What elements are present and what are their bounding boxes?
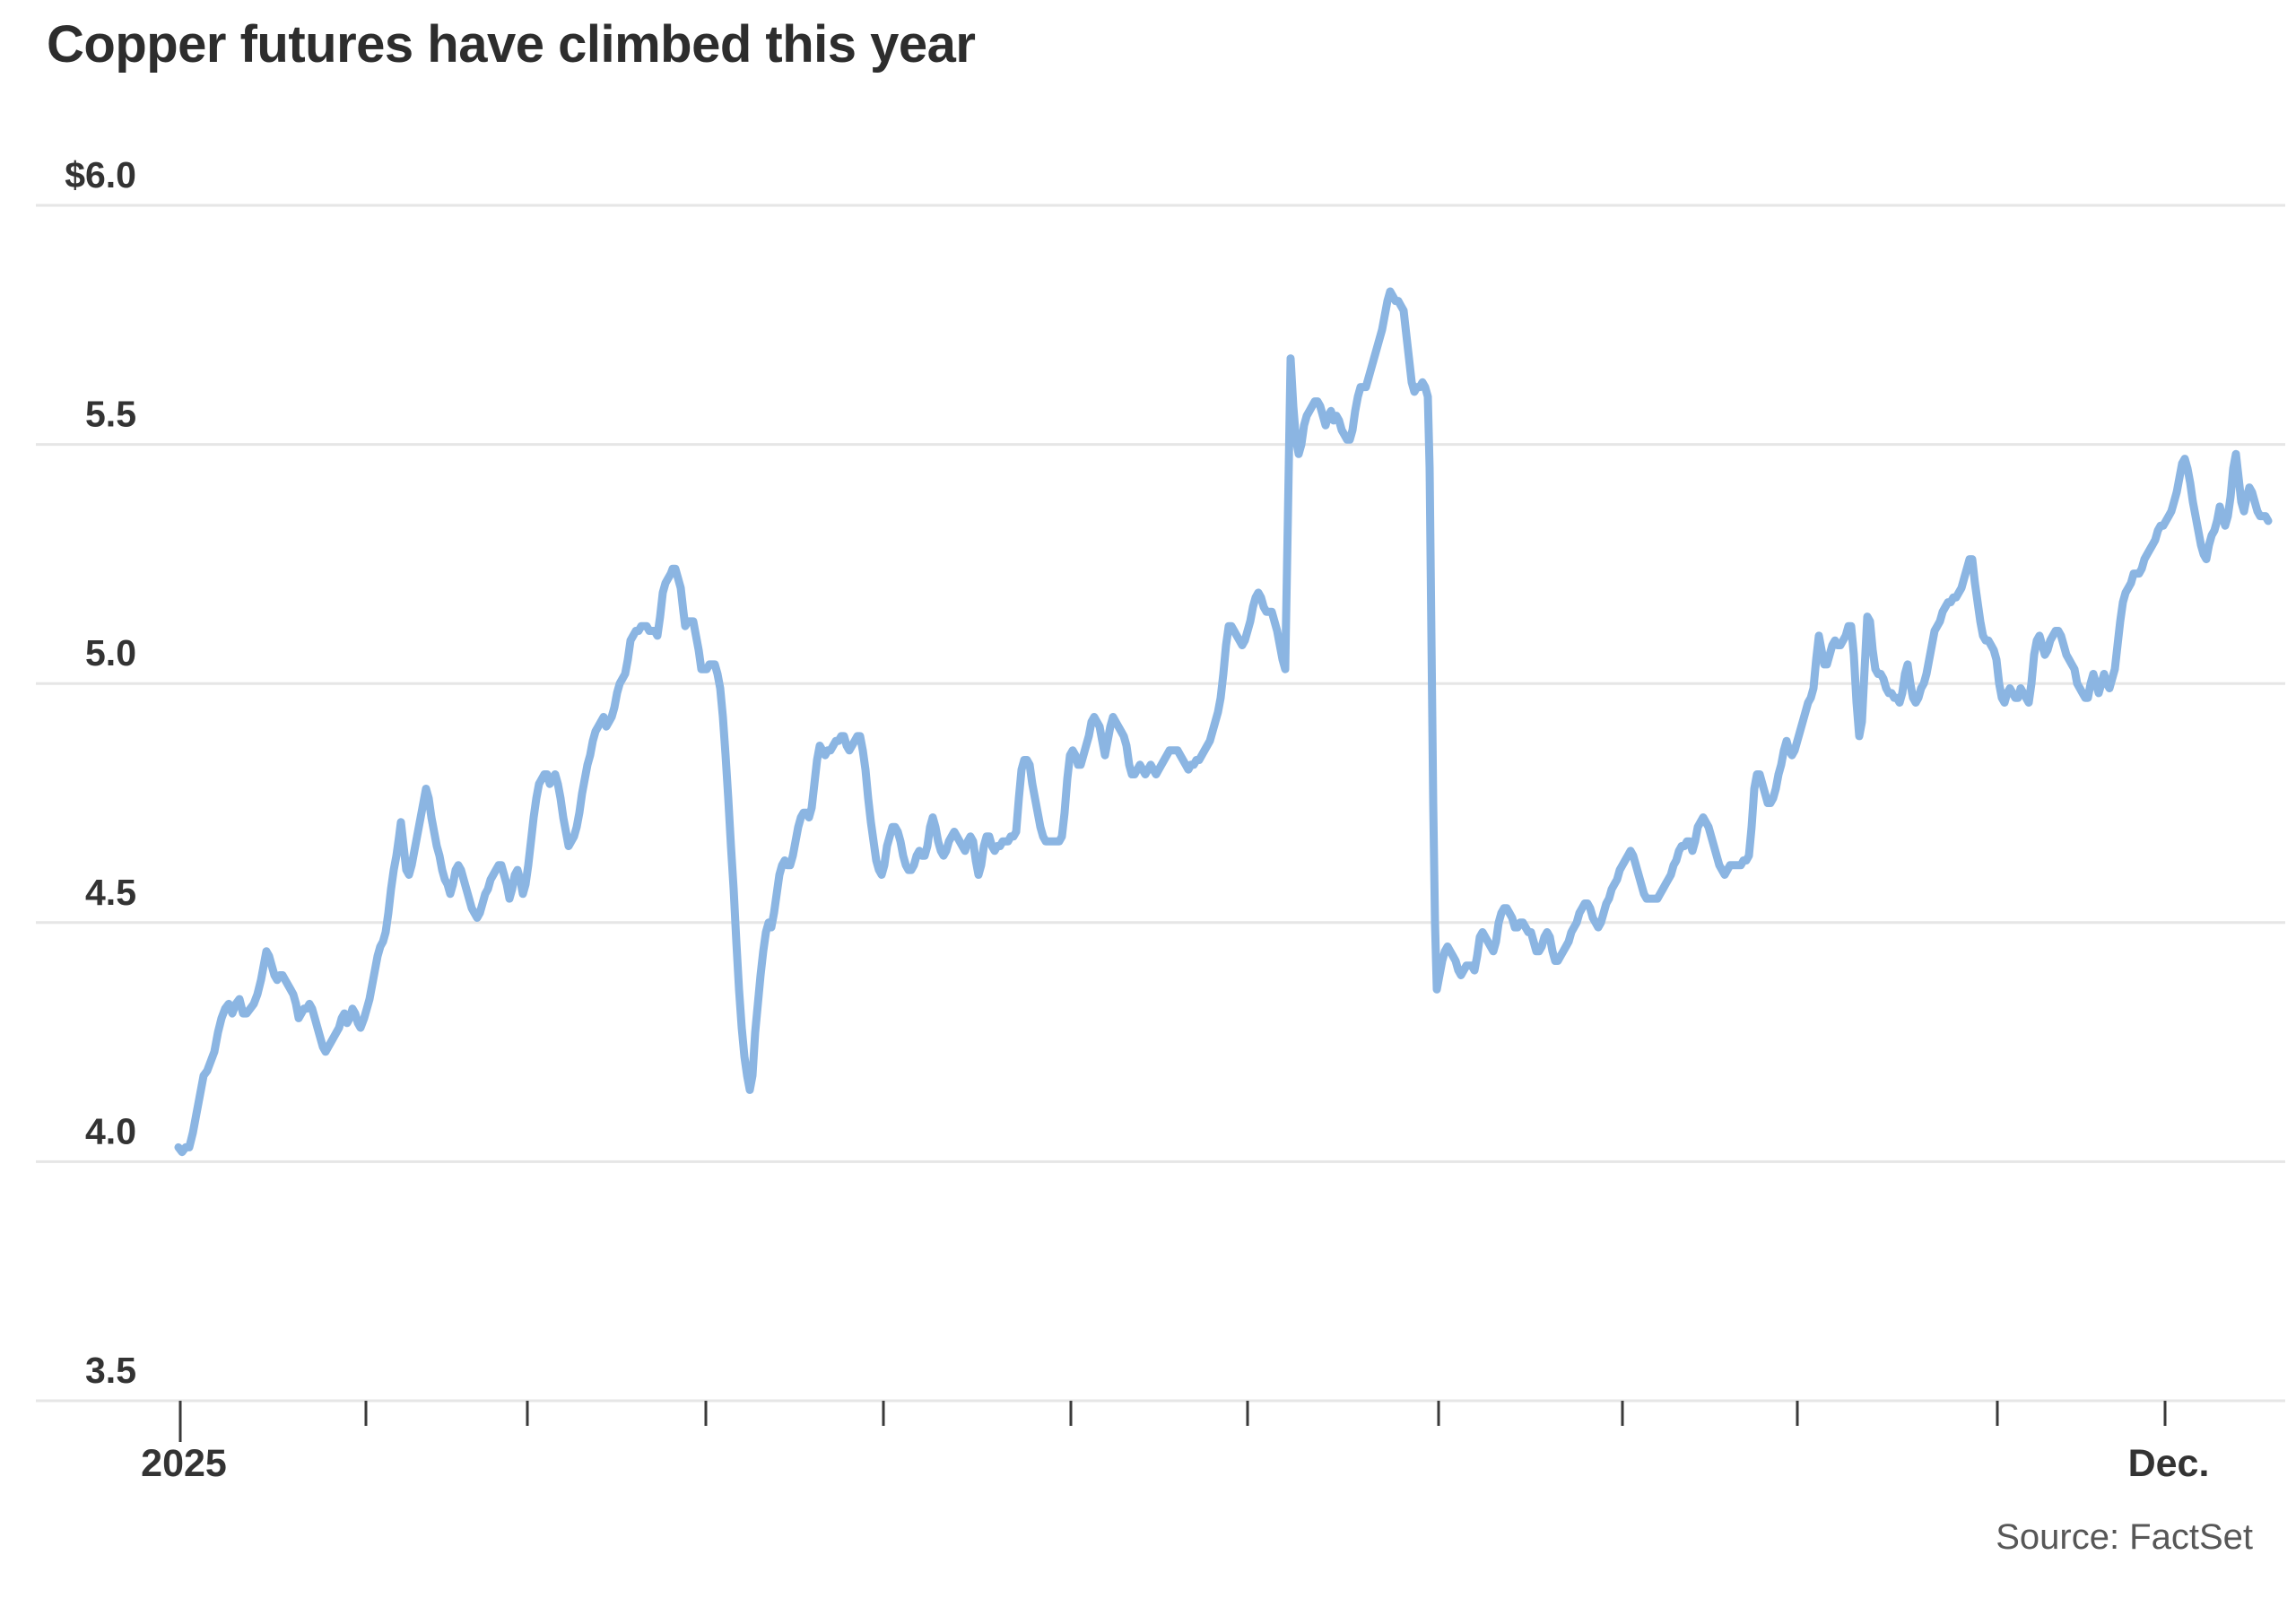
source-label: Source: FactSet — [1996, 1517, 2253, 1557]
y-axis-label: 4.0 — [85, 1110, 136, 1151]
y-axis-label: 5.0 — [85, 632, 136, 673]
y-axis-label: 3.5 — [85, 1350, 136, 1391]
y-axis-label: 4.5 — [85, 872, 136, 913]
y-axis-label: 5.5 — [85, 394, 136, 435]
x-axis-label: 2025 — [141, 1442, 227, 1485]
x-axis-label: Dec. — [2128, 1442, 2210, 1485]
chart-title: Copper futures have climbed this year — [47, 15, 976, 74]
y-axis-label: $6.0 — [65, 154, 136, 195]
price-line — [174, 287, 2273, 1157]
